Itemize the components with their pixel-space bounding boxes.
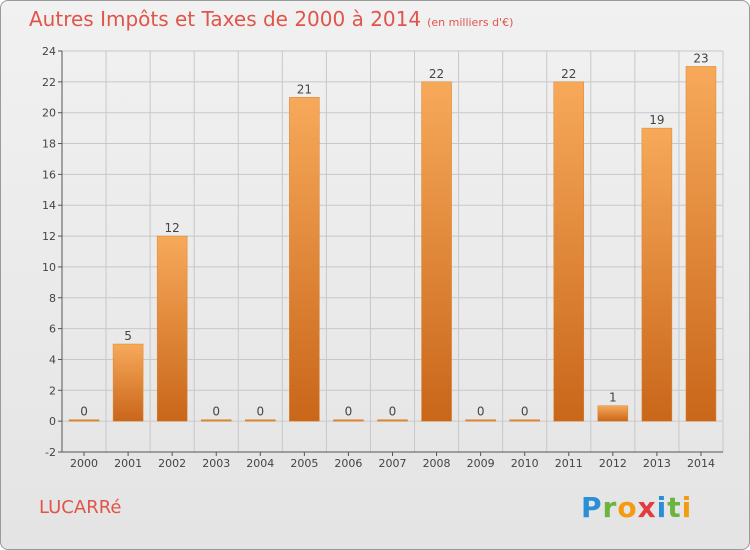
bar xyxy=(685,66,717,422)
bar xyxy=(465,419,496,422)
bar xyxy=(156,235,188,422)
y-tick-label: 2 xyxy=(49,384,56,397)
y-tick-label: 4 xyxy=(49,353,56,366)
data-label: 22 xyxy=(561,67,576,81)
bars xyxy=(68,66,717,422)
logo-letter: r xyxy=(602,491,618,524)
y-tick-label: 14 xyxy=(42,199,56,212)
logo-letter: P xyxy=(581,491,603,524)
data-label: 21 xyxy=(297,82,312,96)
bar xyxy=(553,81,585,422)
data-label: 12 xyxy=(165,221,180,235)
bar xyxy=(68,419,100,422)
x-tick-label: 2010 xyxy=(511,457,539,470)
x-tick-label: 2005 xyxy=(290,457,318,470)
logo-letter: i xyxy=(681,491,693,524)
y-tick-label: 16 xyxy=(42,168,56,181)
data-labels: 0 5 12 0 0 21 0 0 22 0 0 22 1 19 23 xyxy=(80,51,708,418)
data-label: 0 xyxy=(477,405,485,419)
x-tick-label: 2012 xyxy=(599,457,627,470)
y-tick-label: 8 xyxy=(49,292,56,305)
bar xyxy=(641,127,673,422)
logo-letter: o xyxy=(617,491,638,524)
x-tick-label: 2014 xyxy=(687,457,715,470)
place-name: LUCARRé xyxy=(39,497,122,518)
bar xyxy=(333,419,364,422)
chart-unit: (en milliers d'€) xyxy=(427,16,514,29)
data-label: 0 xyxy=(256,405,264,419)
logo-letter: t xyxy=(667,491,682,524)
bar xyxy=(200,419,232,422)
bar xyxy=(597,405,629,422)
x-tick-label: 2006 xyxy=(334,457,362,470)
data-label: 5 xyxy=(124,329,132,343)
data-label: 1 xyxy=(609,391,617,405)
data-label: 0 xyxy=(521,405,529,419)
y-tick-label: -2 xyxy=(45,446,56,459)
proxiti-logo: Proxiti xyxy=(581,491,692,524)
y-tick-label: 20 xyxy=(42,107,56,120)
y-tick-label: 10 xyxy=(42,261,56,274)
data-label: 22 xyxy=(429,67,444,81)
x-tick-label: 2013 xyxy=(643,457,671,470)
y-tick-label: 0 xyxy=(49,415,56,428)
y-tick-label: 6 xyxy=(49,323,56,336)
x-tick-label: 2004 xyxy=(246,457,274,470)
bar xyxy=(112,343,144,422)
x-tick-label: 2009 xyxy=(467,457,495,470)
chart-title-text: Autres Impôts et Taxes de 2000 à 2014 xyxy=(29,7,422,31)
y-tick-label: 22 xyxy=(42,76,56,89)
data-label: 0 xyxy=(80,405,88,419)
bar xyxy=(421,81,452,422)
x-tick-label: 2011 xyxy=(555,457,583,470)
x-tick-label: 2002 xyxy=(158,457,186,470)
x-tick-label: 2008 xyxy=(423,457,451,470)
data-label: 0 xyxy=(212,405,220,419)
data-label: 19 xyxy=(649,113,664,127)
data-label: 0 xyxy=(389,405,397,419)
x-tick-label: 2001 xyxy=(114,457,142,470)
y-tick-label: 18 xyxy=(42,138,56,151)
chart-title: Autres Impôts et Taxes de 2000 à 2014 (en… xyxy=(29,7,513,31)
bar xyxy=(245,419,276,422)
logo-letter: i xyxy=(656,491,668,524)
bar xyxy=(289,97,320,422)
y-tick-label: 12 xyxy=(42,230,56,243)
y-tick-label: 24 xyxy=(42,45,56,58)
logo-letter: x xyxy=(637,491,657,524)
data-label: 23 xyxy=(693,51,708,65)
data-label: 0 xyxy=(345,405,353,419)
x-tick-label: 2003 xyxy=(202,457,230,470)
bar xyxy=(509,419,540,422)
bar xyxy=(377,419,408,422)
x-tick-label: 2000 xyxy=(70,457,98,470)
x-tick-label: 2007 xyxy=(379,457,407,470)
